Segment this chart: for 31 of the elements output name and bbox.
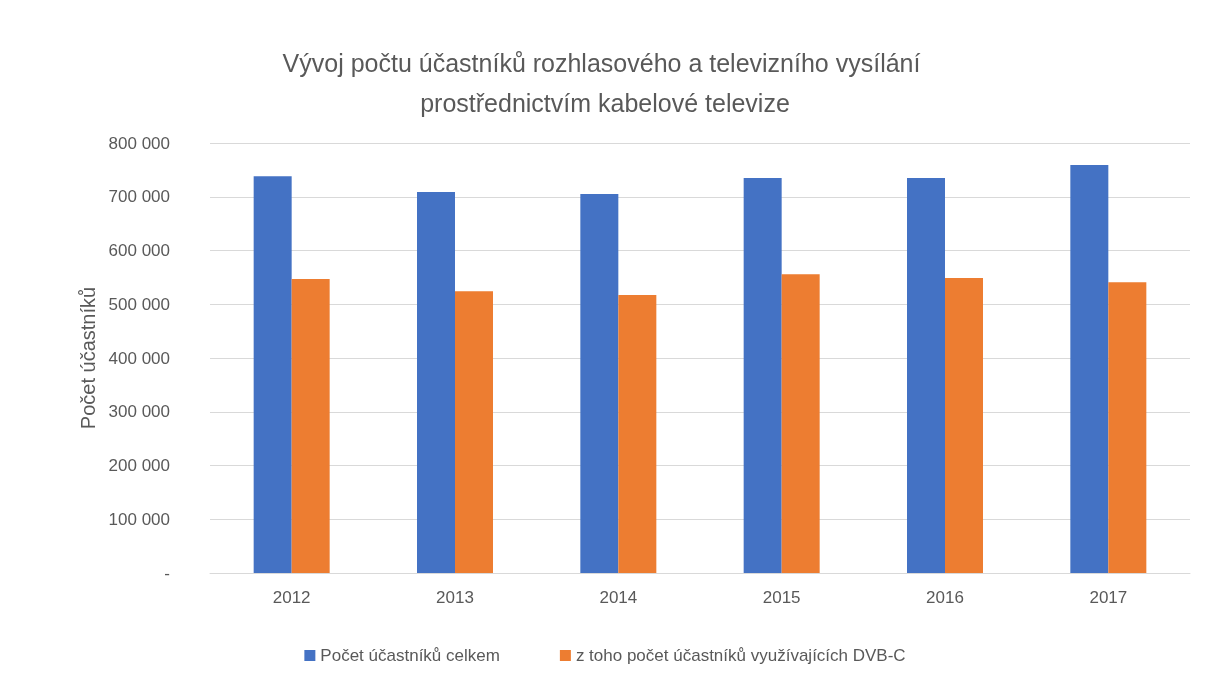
bar xyxy=(253,176,292,573)
bar xyxy=(743,177,782,573)
bar xyxy=(1070,165,1109,573)
y-tick-label: 200 000 xyxy=(108,456,170,475)
legend-label: z toho počet účastníků využívajících DVB-C xyxy=(575,646,906,665)
x-tick-label: 2014 xyxy=(599,588,638,607)
y-tick-label: 400 000 xyxy=(108,348,170,368)
x-tick-label: 2013 xyxy=(436,588,474,607)
bar xyxy=(455,291,493,573)
y-tick-label: 500 000 xyxy=(108,294,170,314)
y-tick-label: 700 000 xyxy=(108,187,170,207)
y-axis-title: Počet účastníků xyxy=(76,286,99,430)
bar xyxy=(1108,282,1147,573)
bar xyxy=(945,277,983,573)
x-tick-label: 2017 xyxy=(1089,588,1128,607)
legend-label: Počet účastníků celkem xyxy=(320,646,500,665)
chart-title: Vývoj počtu účastníků rozhlasového a televizního vysílání prostřednictvím kabelové televize xyxy=(282,49,928,117)
y-tick-label: 800 000 xyxy=(108,133,170,153)
bar xyxy=(291,278,330,573)
x-tick-label: 2012 xyxy=(272,588,311,607)
x-tick-label: 2015 xyxy=(762,588,801,607)
y-tick-label: 600 000 xyxy=(108,241,170,260)
bar xyxy=(417,191,455,573)
x-tick-label: 2016 xyxy=(926,588,964,607)
bar xyxy=(907,177,945,573)
bar xyxy=(781,274,820,573)
y-tick-label: 300 000 xyxy=(108,402,170,422)
bar xyxy=(580,194,619,573)
bar xyxy=(618,295,657,573)
y-tick-label: 100 000 xyxy=(108,509,170,529)
y-tick-label: - xyxy=(164,563,170,583)
